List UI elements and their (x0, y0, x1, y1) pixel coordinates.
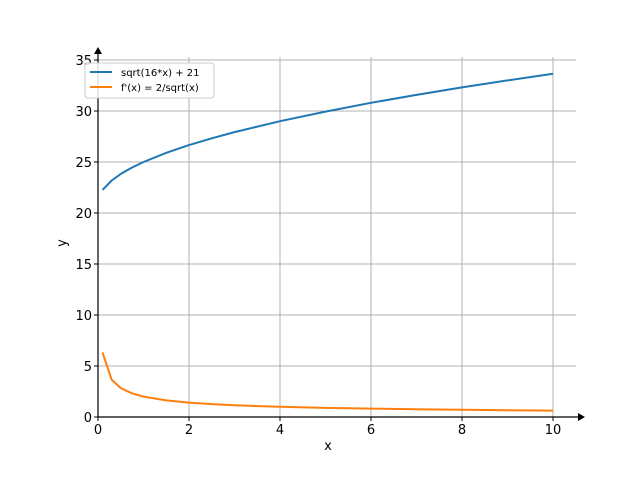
legend: sqrt(16*x) + 21 f'(x) = 2/sqrt(x) (84, 62, 215, 99)
y-tick-label: 20 (75, 207, 92, 222)
series-line-2 (101, 352, 554, 412)
x-tick-label: 4 (276, 423, 284, 438)
y-tick-label: 30 (75, 105, 92, 120)
x-tick-label: 8 (458, 423, 466, 438)
legend-box (84, 62, 215, 99)
series-lines (101, 72, 554, 412)
y-tick-label: 10 (75, 309, 92, 324)
series-line-1 (101, 72, 554, 191)
x-tick-label: 0 (94, 423, 102, 438)
x-tick-label: 6 (367, 423, 375, 438)
x-axis-label: x (324, 439, 332, 454)
x-tick-label: 2 (185, 423, 193, 438)
y-tick-label: 25 (75, 156, 92, 171)
y-axis-label: y (55, 239, 70, 247)
x-tick-label: 10 (545, 423, 562, 438)
grid (98, 57, 576, 417)
y-tick-label: 15 (75, 258, 92, 273)
legend-label-1: sqrt(16*x) + 21 (121, 68, 200, 79)
y-tick-label: 5 (84, 360, 92, 375)
y-axis-arrow (94, 47, 102, 54)
axes (94, 47, 585, 421)
x-axis-arrow (578, 413, 585, 421)
y-tick-label: 0 (84, 411, 92, 426)
legend-label-2: f'(x) = 2/sqrt(x) (121, 83, 199, 94)
